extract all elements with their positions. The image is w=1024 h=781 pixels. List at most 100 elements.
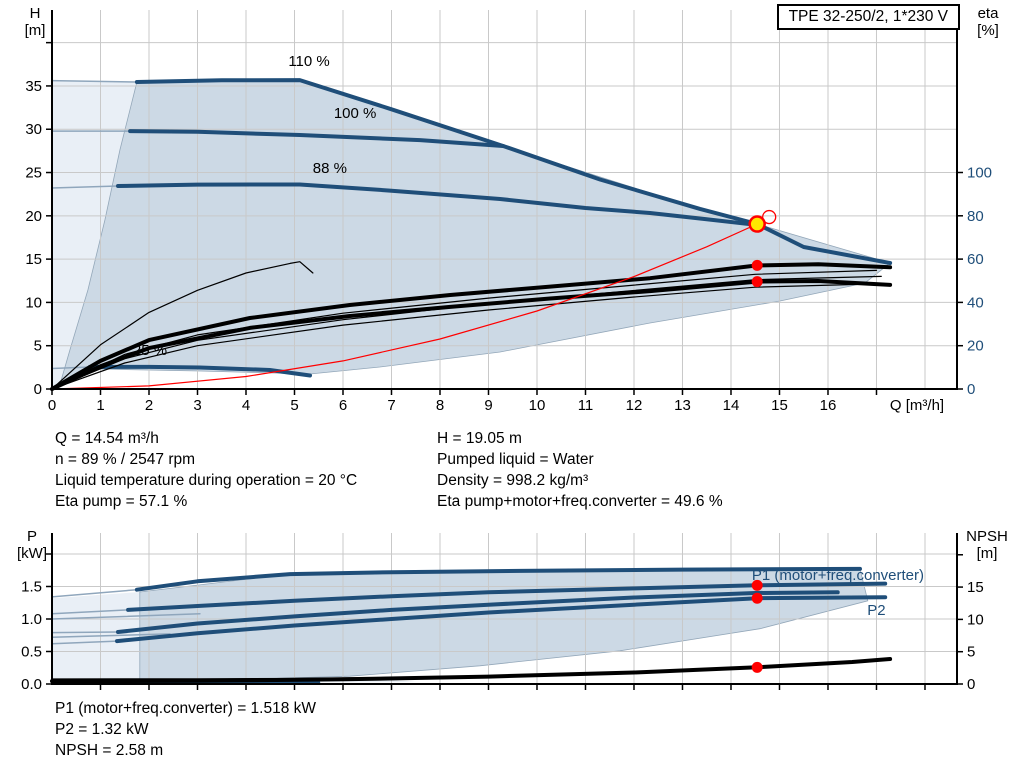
curve-speed-88-ext bbox=[51, 185, 119, 189]
x-tick-label: 0 bbox=[48, 397, 56, 414]
design-point-ring bbox=[762, 209, 777, 225]
x-tick-label: 15 bbox=[771, 397, 788, 414]
y-tick-label: 1.5 bbox=[21, 578, 42, 595]
duty-value-dot bbox=[751, 259, 763, 271]
info-speed: n = 89 % / 2547 rpm bbox=[55, 451, 196, 468]
curve-p-ext-3 bbox=[51, 613, 201, 620]
y2-tick-label: 40 bbox=[967, 294, 984, 311]
curve-speed-curve-110 bbox=[134, 78, 893, 265]
eta-axis-unit: [%] bbox=[977, 22, 999, 39]
duty-value-dot bbox=[751, 579, 763, 591]
curve-eta-arc bbox=[51, 261, 314, 390]
y-tick-label: 0.0 bbox=[21, 676, 42, 693]
power-axis-label: P [kW] bbox=[10, 528, 54, 562]
x-tick-label: 4 bbox=[242, 397, 250, 414]
y2-tick-label: 100 bbox=[967, 165, 992, 182]
x-tick-label: 9 bbox=[484, 397, 492, 414]
x-tick-label: 12 bbox=[626, 397, 643, 414]
x-tick-label: 6 bbox=[339, 397, 347, 414]
y-tick-label: 1.0 bbox=[21, 611, 42, 628]
curve-label: P1 (motor+freq.converter) bbox=[752, 567, 924, 584]
curve-p2-current bbox=[115, 595, 888, 644]
pump-type-title-box: TPE 32-250/2, 1*230 V bbox=[776, 4, 960, 30]
info-head: H = 19.05 m bbox=[437, 430, 522, 447]
head-efficiency-chart: 110 %100 %88 %25 %0 1 2 3 4 5 6 7 8 9 10 11 12 13 14 15… bbox=[25, 10, 992, 414]
power-axis-unit: [kW] bbox=[17, 545, 47, 562]
info-p1: P1 (motor+freq.converter) = 1.518 kW bbox=[55, 700, 317, 717]
x-tick-label: 14 bbox=[723, 397, 740, 414]
info-eta-total: Eta pump+motor+freq.converter = 49.6 % bbox=[437, 493, 723, 510]
curve-label: 88 % bbox=[313, 160, 347, 177]
y2-tick-label: 5 bbox=[967, 644, 975, 661]
y-tick-label: 0 bbox=[34, 381, 42, 398]
duty-value-dot bbox=[751, 661, 763, 673]
curve-p2-cur-ext bbox=[51, 640, 118, 645]
y-tick-label: 35 bbox=[25, 78, 42, 95]
curve-npsh-curve bbox=[50, 657, 893, 684]
y-tick-label: 30 bbox=[25, 121, 42, 138]
npsh-axis-symbol: NPSH bbox=[966, 528, 1008, 545]
info-flow: Q = 14.54 m³/h bbox=[55, 430, 159, 447]
power-info-block: P1 (motor+freq.converter) = 1.518 kW P2 … bbox=[55, 698, 316, 761]
y-tick-label: 5 bbox=[34, 338, 42, 355]
npsh-axis-unit: [m] bbox=[976, 545, 998, 562]
info-eta-pump: Eta pump = 57.1 % bbox=[55, 493, 188, 510]
y2-tick-label: 10 bbox=[967, 611, 984, 628]
y-tick-label: 15 bbox=[25, 251, 42, 268]
x-tick-label: 2 bbox=[145, 397, 153, 414]
curve-speed-25-ext bbox=[51, 366, 91, 370]
x-axis-unit-label: Q [m³/h] bbox=[890, 397, 944, 414]
y2-tick-label: 20 bbox=[967, 338, 984, 355]
curve-p1-current bbox=[126, 581, 888, 612]
curve-p1-110pct bbox=[134, 566, 862, 592]
x-tick-label: 11 bbox=[578, 397, 594, 414]
y2-tick-label: 0 bbox=[967, 381, 975, 398]
curve-eta-pump bbox=[50, 262, 893, 391]
y-tick-label: 0.5 bbox=[21, 643, 42, 660]
envelope-light bbox=[52, 80, 137, 389]
duty-value-dot bbox=[751, 276, 763, 288]
x-tick-label: 16 bbox=[820, 397, 837, 414]
power-axis-symbol: P bbox=[26, 528, 37, 545]
y2-tick-label: 80 bbox=[967, 208, 984, 225]
power-npsh-chart: 0.0 0.5 1.0 1.5 0 5 10 15 P1 (motor+freq.convert… bbox=[21, 533, 984, 693]
x-tick-label: 5 bbox=[290, 397, 298, 414]
eta-axis-symbol: eta bbox=[977, 5, 999, 22]
y2-tick-label: 0 bbox=[967, 676, 975, 693]
duty-value-dot bbox=[751, 592, 763, 604]
x-tick-label: 13 bbox=[674, 397, 691, 414]
y-tick-label: 10 bbox=[25, 294, 42, 311]
x-tick-label: 10 bbox=[529, 397, 546, 414]
y-tick-label: 20 bbox=[25, 208, 42, 225]
x-tick-label: 8 bbox=[436, 397, 444, 414]
y2-tick-label: 60 bbox=[967, 251, 984, 268]
curve-label: 100 % bbox=[334, 105, 377, 122]
info-density: Density = 998.2 kg/m³ bbox=[437, 472, 589, 489]
y2-tick-label: 15 bbox=[967, 579, 984, 596]
info-p2: P2 = 1.32 kW bbox=[55, 721, 149, 738]
x-tick-label: 3 bbox=[193, 397, 201, 414]
curve-p2-110pct bbox=[116, 590, 840, 634]
curve-eta-pump-motor-freq bbox=[50, 279, 893, 391]
npsh-axis-label: NPSH [m] bbox=[956, 528, 1018, 562]
curve-label: P2 bbox=[867, 602, 885, 619]
curve-p-ext-5 bbox=[51, 633, 171, 638]
duty-info-right: H = 19.05 m Pumped liquid = Water Densit… bbox=[437, 428, 723, 512]
operating-point-marker[interactable] bbox=[748, 215, 766, 233]
curve-eta-thin-3 bbox=[51, 283, 873, 390]
curve-p2-max-ext bbox=[51, 631, 119, 634]
info-pumped-liquid: Pumped liquid = Water bbox=[437, 451, 594, 468]
eta-axis-label: eta [%] bbox=[966, 5, 1010, 39]
info-liquid-temp: Liquid temperature during operation = 20… bbox=[55, 472, 358, 489]
head-axis-unit: [m] bbox=[24, 22, 46, 39]
curve-speed-curve-25 bbox=[87, 364, 312, 378]
curve-p1-cur-ext bbox=[51, 609, 129, 615]
head-axis-label: H [m] bbox=[16, 5, 54, 39]
curve-affinity-parabola-89pct bbox=[51, 223, 758, 390]
head-axis-symbol: H bbox=[29, 5, 41, 22]
curve-label: 110 % bbox=[288, 53, 329, 70]
y-tick-label: 25 bbox=[25, 165, 42, 182]
duty-info-left: Q = 14.54 m³/h n = 89 % / 2547 rpm Liqui… bbox=[55, 428, 357, 512]
